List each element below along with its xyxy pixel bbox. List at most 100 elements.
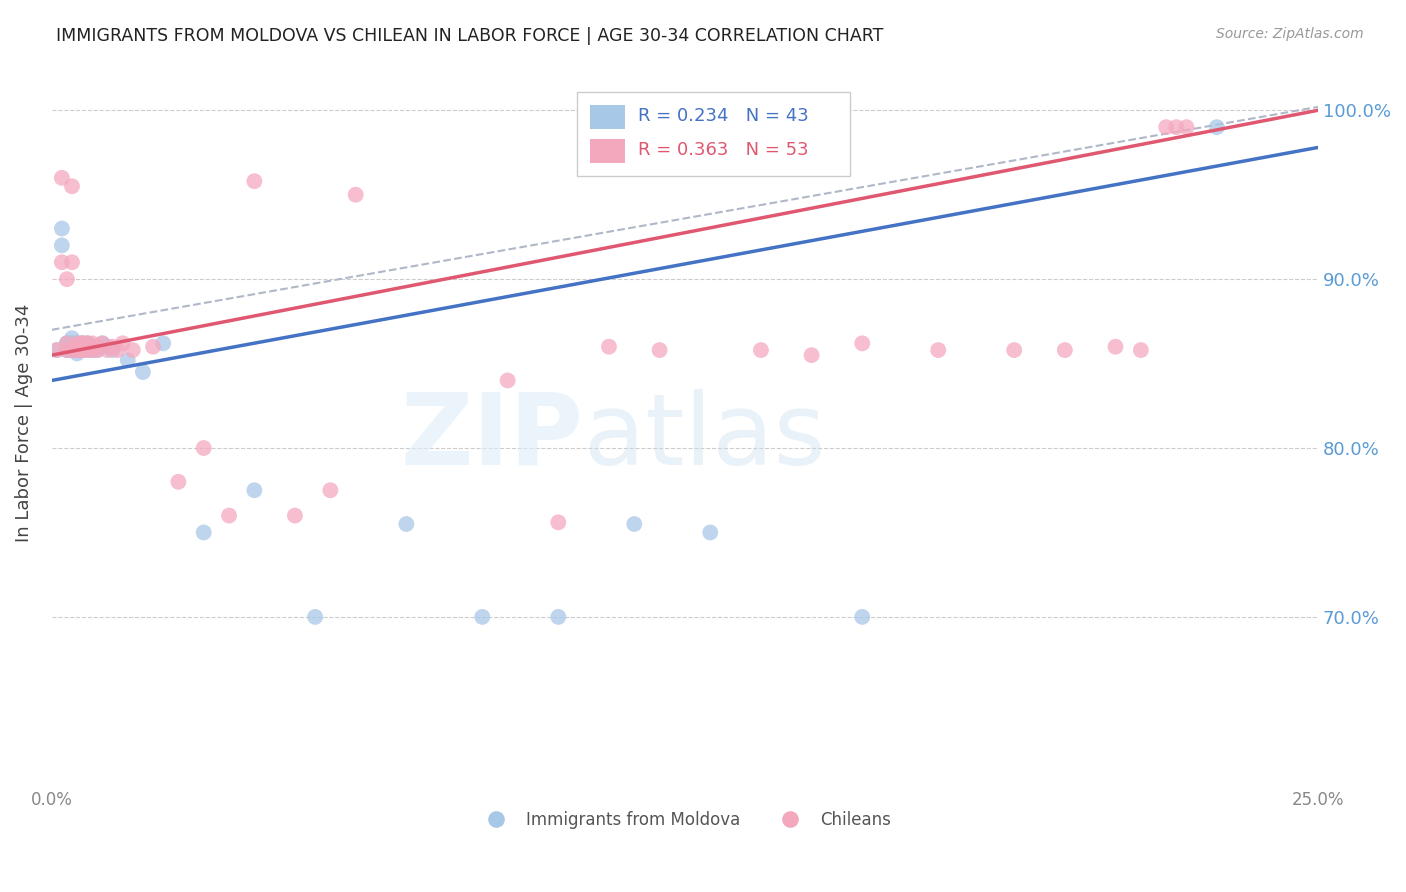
Point — [56, 343, 79, 357]
Y-axis label: In Labor Force | Age 30-34: In Labor Force | Age 30-34 — [15, 303, 32, 541]
Point — [66, 343, 89, 357]
Legend: Immigrants from Moldova, Chileans: Immigrants from Moldova, Chileans — [472, 805, 897, 836]
Point — [60, 343, 83, 357]
Point — [60, 336, 83, 351]
Point — [60, 336, 83, 351]
Point — [51, 170, 73, 185]
Point — [1129, 343, 1152, 357]
Point — [66, 343, 89, 357]
Point — [284, 508, 307, 523]
Point — [45, 343, 67, 357]
Point — [76, 336, 98, 351]
Point — [70, 336, 93, 351]
Point — [101, 340, 124, 354]
Point — [471, 610, 494, 624]
Point — [56, 336, 79, 351]
Point — [82, 343, 104, 357]
Text: atlas: atlas — [583, 389, 825, 486]
Point — [60, 331, 83, 345]
Point — [107, 343, 129, 357]
Point — [1104, 340, 1126, 354]
Point — [132, 365, 155, 379]
Point — [547, 516, 569, 530]
Point — [218, 508, 240, 523]
Point — [70, 336, 93, 351]
Point — [70, 343, 93, 357]
Point — [56, 336, 79, 351]
Bar — [591, 104, 626, 128]
Point — [76, 343, 98, 357]
Point — [70, 343, 93, 357]
Point — [121, 343, 143, 357]
Point — [851, 336, 873, 351]
Point — [1166, 120, 1188, 135]
Point — [56, 343, 79, 357]
Point — [1053, 343, 1076, 357]
Point — [66, 346, 89, 360]
FancyBboxPatch shape — [578, 92, 849, 176]
Point — [56, 336, 79, 351]
Point — [86, 343, 108, 357]
Point — [66, 336, 89, 351]
Point — [243, 483, 266, 498]
Point — [851, 610, 873, 624]
Point — [800, 348, 823, 362]
Point — [623, 516, 645, 531]
Point — [66, 343, 89, 357]
Point — [60, 179, 83, 194]
Point — [304, 610, 326, 624]
Point — [51, 238, 73, 252]
Point — [66, 336, 89, 351]
Point — [70, 343, 93, 357]
Point — [111, 336, 134, 351]
Point — [142, 340, 165, 354]
Point — [82, 343, 104, 357]
Point — [648, 343, 671, 357]
Point — [70, 336, 93, 351]
Point — [193, 525, 215, 540]
Point — [927, 343, 949, 357]
Point — [243, 174, 266, 188]
Point — [1205, 120, 1227, 135]
Point — [56, 272, 79, 286]
Point — [395, 516, 418, 531]
Point — [598, 340, 620, 354]
Text: IMMIGRANTS FROM MOLDOVA VS CHILEAN IN LABOR FORCE | AGE 30-34 CORRELATION CHART: IMMIGRANTS FROM MOLDOVA VS CHILEAN IN LA… — [56, 27, 883, 45]
Point — [82, 340, 104, 354]
Text: R = 0.234   N = 43: R = 0.234 N = 43 — [638, 107, 808, 125]
Point — [547, 610, 569, 624]
Point — [117, 353, 139, 368]
Point — [749, 343, 772, 357]
Text: ZIP: ZIP — [401, 389, 583, 486]
Point — [319, 483, 342, 498]
Point — [91, 336, 114, 351]
Point — [51, 255, 73, 269]
Point — [193, 441, 215, 455]
Point — [76, 336, 98, 351]
Point — [60, 343, 83, 357]
Point — [76, 336, 98, 351]
Point — [496, 374, 519, 388]
Point — [1175, 120, 1198, 135]
Point — [70, 336, 93, 351]
Point — [101, 343, 124, 357]
Text: R = 0.363   N = 53: R = 0.363 N = 53 — [638, 141, 808, 160]
Point — [70, 343, 93, 357]
Point — [66, 340, 89, 354]
Point — [1002, 343, 1025, 357]
Point — [60, 343, 83, 357]
Point — [96, 340, 118, 354]
Point — [152, 336, 174, 351]
Point — [66, 343, 89, 357]
Point — [86, 340, 108, 354]
Point — [66, 336, 89, 351]
Bar — [591, 139, 626, 162]
Point — [45, 343, 67, 357]
Point — [96, 343, 118, 357]
Point — [1154, 120, 1177, 135]
Text: Source: ZipAtlas.com: Source: ZipAtlas.com — [1216, 27, 1364, 41]
Point — [51, 221, 73, 235]
Point — [82, 336, 104, 351]
Point — [76, 343, 98, 357]
Point — [60, 255, 83, 269]
